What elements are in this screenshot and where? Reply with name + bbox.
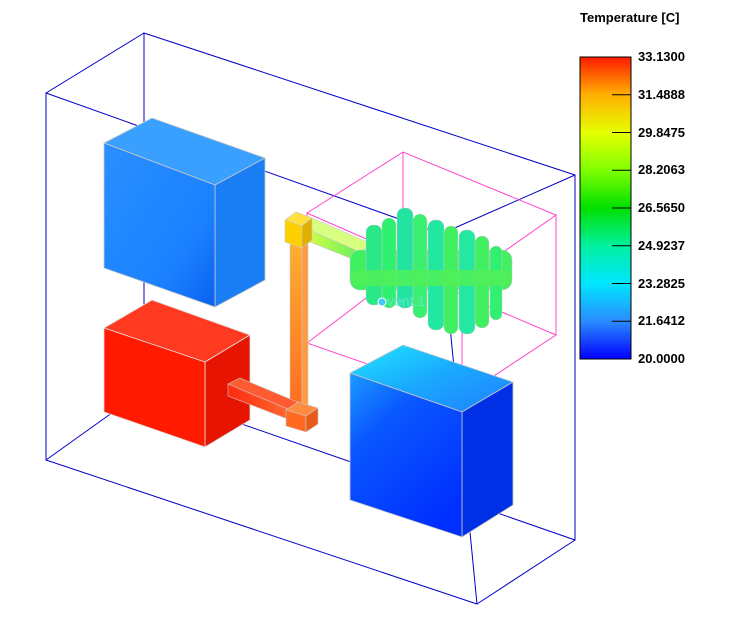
legend-tick-label: 28.2063	[638, 162, 685, 177]
component-block-top-left	[103, 117, 266, 308]
legend-tick-label: 24.9237	[638, 238, 685, 253]
legend-tick-label: 20.0000	[638, 351, 685, 366]
legend-tick-label: 21.6412	[638, 313, 685, 328]
legend-tick-label: 31.4888	[638, 87, 685, 102]
heat-pipe-lower-joint	[285, 401, 319, 433]
vent-marker: vent.1	[377, 293, 425, 309]
legend-tick-label: 23.2825	[638, 276, 685, 291]
legend-title: Temperature [C]	[580, 10, 680, 25]
heat-pipe-vertical	[289, 235, 309, 413]
legend-tick-label: 29.8475	[638, 125, 685, 140]
legend-colorbar	[579, 56, 632, 360]
legend-tick-label: 33.1300	[638, 49, 685, 64]
component-block-bottom-left	[103, 299, 251, 448]
component-block-bottom-right	[349, 344, 514, 538]
heat-pipe-joint	[284, 211, 313, 249]
legend-tick-label: 26.5650	[638, 200, 685, 215]
heatsink	[349, 207, 513, 335]
legend-ticks	[612, 56, 631, 360]
heat-pipe-lower	[227, 377, 303, 421]
vent-label: vent.1	[387, 293, 425, 309]
